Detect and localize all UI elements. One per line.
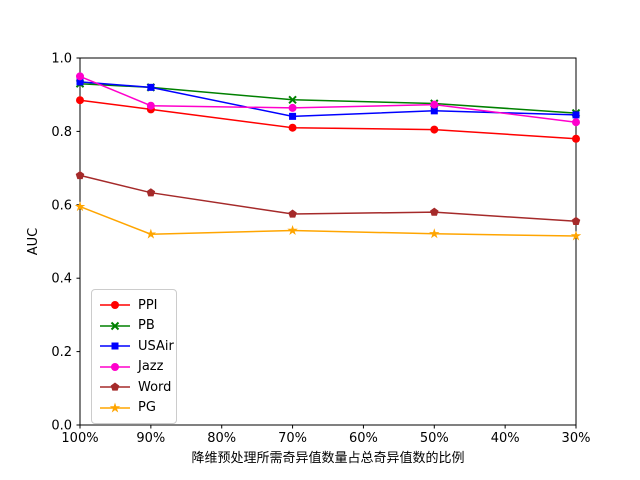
legend-label: PB	[138, 318, 155, 334]
x-axis-label: 降维预处理所需奇异值数量占总奇异值数的比例	[191, 450, 464, 466]
legend-glyph-Word	[110, 382, 120, 391]
axis-ticks: 100% 90% 80% 70% 60% 50% 40% 30% 0.0 0.2 0.4 0.6 0.8…	[51, 52, 590, 447]
legend-label: PG	[138, 400, 156, 416]
series-USAir	[76, 78, 580, 120]
legend-label: USAir	[138, 338, 174, 354]
legend-glyph-USAir	[111, 342, 119, 350]
data-point-PB	[288, 95, 297, 105]
axes-frame	[79, 57, 577, 426]
legend-glyph-PG	[109, 402, 121, 413]
legend-marker-PPI	[100, 301, 130, 310]
data-series	[74, 72, 582, 241]
data-point-USAir	[147, 83, 155, 91]
legend-item-Jazz: Jazz	[99, 357, 168, 378]
y-tick-label: 0.0	[51, 419, 72, 434]
x-tick-label: 100%	[61, 431, 98, 446]
x-tick-label: 80%	[207, 431, 236, 446]
data-point-Word	[288, 209, 297, 218]
data-point-Word	[146, 188, 156, 197]
data-point-Word	[571, 216, 581, 225]
data-point-Word	[430, 207, 439, 216]
legend-item-PB: PB	[99, 316, 168, 337]
series-PG	[74, 201, 582, 241]
x-tick-label: 70%	[278, 431, 307, 446]
legend-glyph-Jazz	[111, 362, 119, 371]
series-PPI	[76, 96, 580, 143]
data-point-PG	[429, 228, 440, 239]
legend: PPI PB USAir Jazz Word PG	[91, 289, 177, 424]
series-Jazz	[76, 72, 580, 127]
data-point-PPI	[430, 125, 439, 134]
data-point-Jazz	[288, 103, 297, 112]
data-point-Jazz	[572, 118, 580, 127]
data-point-PPI	[76, 96, 84, 105]
legend-item-Word: Word	[99, 377, 172, 398]
x-tick-label: 40%	[491, 431, 520, 446]
legend-item-PG: PG	[99, 398, 168, 419]
legend-glyph-PB	[110, 321, 120, 330]
y-tick-label: 0.8	[51, 125, 72, 140]
data-point-USAir	[430, 107, 438, 115]
x-tick-label: 50%	[420, 431, 449, 446]
series-line-Word	[79, 174, 577, 223]
legend-label: Word	[138, 379, 172, 395]
legend-item-USAir: USAir	[99, 336, 174, 357]
legend-marker-PG	[100, 402, 130, 413]
legend-item-PPI: PPI	[99, 295, 168, 316]
data-point-Jazz	[430, 100, 439, 109]
series-line-PG	[79, 205, 577, 237]
x-tick-label: 60%	[349, 431, 378, 446]
y-tick-label: 0.4	[51, 272, 72, 287]
data-point-PG	[145, 228, 157, 239]
legend-label: Jazz	[138, 359, 164, 375]
data-point-PG	[570, 230, 582, 241]
data-point-USAir	[572, 111, 580, 119]
x-tick-label: 90%	[136, 431, 165, 446]
data-point-Jazz	[76, 72, 84, 81]
data-point-PG	[74, 201, 86, 212]
data-point-PPI	[572, 134, 580, 143]
data-point-Jazz	[146, 101, 155, 110]
legend-marker-PB	[100, 321, 130, 330]
data-point-PG	[287, 224, 298, 235]
x-tick-label: 30%	[562, 431, 591, 446]
data-point-USAir	[76, 78, 84, 86]
legend-glyph-PPI	[111, 301, 119, 310]
y-tick-label: 1.0	[51, 52, 72, 67]
legend-marker-Word	[100, 382, 130, 391]
legend-label: PPI	[138, 297, 158, 313]
y-axis-label: AUC	[26, 228, 41, 256]
legend-marker-Jazz	[100, 362, 130, 371]
legend-marker-USAir	[100, 342, 130, 350]
data-point-USAir	[289, 112, 297, 120]
data-point-Word	[75, 170, 85, 180]
data-point-PPI	[288, 123, 297, 132]
y-tick-label: 0.2	[51, 345, 72, 360]
y-tick-label: 0.6	[51, 198, 72, 213]
series-Word	[75, 170, 581, 225]
